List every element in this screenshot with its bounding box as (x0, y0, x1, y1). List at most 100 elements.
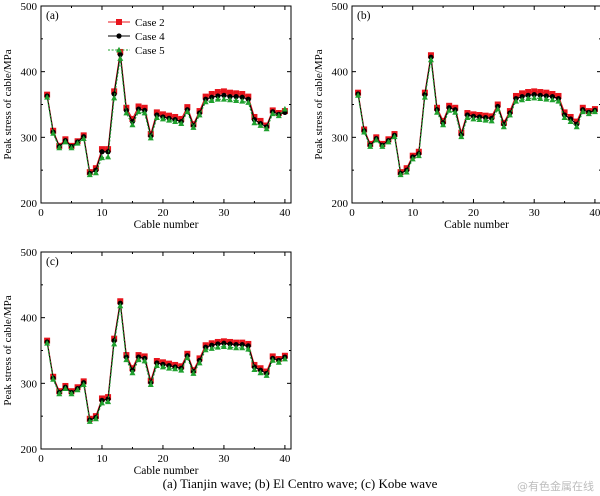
data-point (275, 112, 282, 119)
data-point (184, 104, 191, 111)
data-point (221, 340, 227, 346)
series-line (46, 54, 286, 175)
data-point (74, 386, 81, 393)
data-point (519, 96, 526, 103)
data-point (159, 363, 166, 370)
data-point (537, 89, 544, 96)
data-point (434, 109, 441, 115)
data-point (275, 359, 282, 365)
x-tick-label: 20 (157, 453, 169, 465)
data-point (135, 103, 142, 110)
x-tick-label: 10 (96, 207, 108, 219)
data-point (233, 97, 240, 103)
data-point (44, 340, 51, 346)
series-case-2 (355, 52, 598, 176)
data-point (482, 117, 489, 123)
data-point (591, 108, 598, 115)
x-tick-label: 0 (349, 207, 355, 219)
data-point (391, 133, 398, 140)
x-tick-label: 20 (468, 207, 480, 219)
data-point (209, 342, 215, 348)
data-point (117, 51, 123, 58)
data-point (549, 94, 556, 100)
y-tick-label: 400 (21, 313, 38, 325)
data-point (543, 96, 550, 102)
series-line (46, 301, 286, 420)
y-tick-label: 300 (21, 378, 38, 390)
y-axis-label: Peak stress of cable/MPa (2, 295, 14, 405)
data-point (98, 154, 105, 161)
y-axis-label: Peak stress of cable/MPa (2, 49, 14, 159)
data-point (519, 90, 526, 97)
data-point (220, 96, 227, 102)
data-point (549, 96, 556, 103)
data-point (184, 354, 191, 361)
series-line (357, 59, 596, 176)
data-point (202, 98, 209, 105)
data-point (446, 107, 453, 113)
data-point (373, 136, 380, 143)
y-tick-label: 400 (332, 67, 349, 79)
panel-label: (b) (357, 10, 371, 22)
x-tick-label: 40 (589, 207, 600, 219)
data-point (141, 357, 148, 364)
data-point (421, 94, 428, 100)
data-point (427, 56, 434, 63)
x-tick-label: 40 (279, 207, 291, 219)
data-point (251, 117, 258, 123)
data-point (531, 92, 537, 98)
data-point (488, 117, 495, 124)
data-point (573, 123, 580, 130)
data-point (494, 105, 501, 112)
data-point (80, 381, 87, 388)
data-point (464, 114, 471, 121)
data-point (537, 95, 544, 101)
data-point (543, 93, 549, 99)
data-point (208, 345, 215, 351)
data-point (159, 111, 166, 118)
data-point (214, 96, 221, 102)
data-point (269, 357, 276, 363)
panel-b: 0 10 20 30 40 200 300 400 500 Cable number Peak st… (313, 1, 600, 231)
data-point (512, 92, 519, 99)
x-tick-label: 40 (279, 453, 291, 465)
data-point (166, 365, 173, 371)
data-point (62, 385, 69, 391)
series-case-5 (44, 55, 288, 178)
legend-label: Case 2 (135, 17, 165, 29)
data-point (215, 341, 221, 347)
data-point (105, 153, 112, 160)
data-point (257, 117, 264, 124)
data-point (50, 376, 57, 382)
series-case-5 (44, 302, 288, 424)
data-point (166, 117, 173, 123)
data-point (239, 90, 246, 97)
y-tick-label: 200 (21, 198, 38, 210)
series-case-2 (44, 48, 288, 176)
data-point (506, 111, 513, 118)
series-line (357, 55, 596, 174)
data-point (68, 144, 75, 151)
data-point (403, 168, 410, 175)
y-axis-label: Peak stress of cable/MPa (313, 49, 325, 159)
data-point (519, 94, 525, 100)
data-point (525, 95, 532, 101)
data-point (227, 94, 233, 100)
data-point (153, 362, 160, 369)
data-point (409, 155, 416, 162)
data-point (233, 94, 239, 100)
data-point (227, 89, 234, 96)
series-case-4 (44, 300, 288, 423)
data-point (215, 93, 221, 99)
plot-frame (351, 5, 600, 204)
data-point (123, 356, 130, 363)
data-point (209, 94, 215, 100)
data-point (117, 302, 124, 309)
data-point (50, 130, 57, 136)
series-case-2 (44, 298, 288, 422)
x-tick-label: 30 (218, 453, 230, 465)
panel-label: (c) (46, 256, 59, 268)
panel-a: 0 10 20 30 40 200 300 400 500 Cable number Peak st… (2, 1, 292, 231)
data-point (105, 398, 112, 405)
